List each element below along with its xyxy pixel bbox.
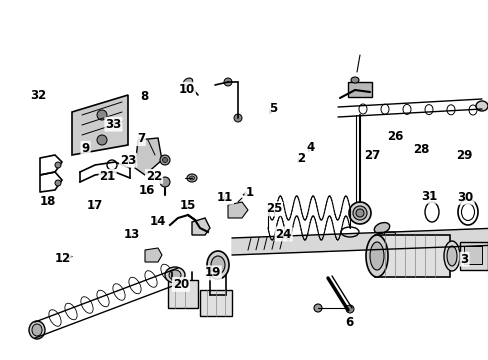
Ellipse shape bbox=[475, 101, 487, 111]
Polygon shape bbox=[145, 248, 162, 262]
Polygon shape bbox=[135, 138, 162, 175]
Ellipse shape bbox=[355, 209, 363, 217]
Polygon shape bbox=[381, 232, 397, 245]
Text: 2: 2 bbox=[296, 152, 304, 165]
Text: 6: 6 bbox=[345, 316, 353, 329]
Text: 28: 28 bbox=[412, 143, 429, 156]
Text: 17: 17 bbox=[86, 199, 102, 212]
Ellipse shape bbox=[186, 174, 197, 182]
Circle shape bbox=[55, 180, 61, 186]
Bar bbox=[459, 242, 487, 270]
Text: 24: 24 bbox=[275, 228, 291, 240]
Text: 3: 3 bbox=[460, 253, 468, 266]
Circle shape bbox=[160, 177, 170, 187]
Polygon shape bbox=[192, 218, 209, 235]
Ellipse shape bbox=[189, 176, 194, 180]
Text: 31: 31 bbox=[420, 190, 437, 203]
Ellipse shape bbox=[350, 77, 358, 83]
Circle shape bbox=[346, 305, 353, 313]
Ellipse shape bbox=[183, 78, 192, 86]
Text: 8: 8 bbox=[140, 90, 148, 103]
Text: 15: 15 bbox=[180, 199, 196, 212]
Text: 18: 18 bbox=[40, 195, 56, 208]
Text: 4: 4 bbox=[306, 141, 314, 154]
Text: 12: 12 bbox=[54, 252, 71, 265]
Ellipse shape bbox=[32, 324, 42, 336]
Text: 16: 16 bbox=[138, 184, 155, 197]
Text: 23: 23 bbox=[120, 154, 136, 167]
Circle shape bbox=[97, 110, 107, 120]
Text: 11: 11 bbox=[216, 191, 233, 204]
Polygon shape bbox=[231, 228, 488, 255]
Ellipse shape bbox=[29, 321, 45, 339]
Text: 19: 19 bbox=[204, 266, 221, 279]
Text: 30: 30 bbox=[456, 191, 473, 204]
Bar bbox=[374, 235, 449, 277]
Text: 1: 1 bbox=[245, 186, 253, 199]
Text: 10: 10 bbox=[178, 83, 195, 96]
Text: 26: 26 bbox=[386, 130, 403, 143]
Polygon shape bbox=[227, 202, 247, 218]
Text: 21: 21 bbox=[99, 170, 116, 183]
Ellipse shape bbox=[443, 241, 459, 271]
Text: 20: 20 bbox=[172, 278, 189, 291]
Ellipse shape bbox=[348, 202, 370, 224]
Bar bbox=[168, 280, 198, 308]
Ellipse shape bbox=[169, 270, 181, 280]
Text: 9: 9 bbox=[81, 142, 89, 155]
Bar bbox=[347, 82, 371, 97]
Text: 7: 7 bbox=[137, 132, 144, 145]
Text: 25: 25 bbox=[265, 202, 282, 215]
Text: 27: 27 bbox=[364, 149, 380, 162]
Text: 5: 5 bbox=[268, 102, 276, 114]
Ellipse shape bbox=[210, 256, 224, 274]
Circle shape bbox=[160, 155, 170, 165]
Text: 32: 32 bbox=[30, 89, 46, 102]
Bar bbox=[463, 246, 481, 264]
Circle shape bbox=[97, 135, 107, 145]
Text: 14: 14 bbox=[149, 215, 165, 228]
Text: 22: 22 bbox=[145, 170, 162, 183]
Ellipse shape bbox=[365, 235, 387, 277]
Bar bbox=[200, 290, 231, 316]
Circle shape bbox=[224, 78, 231, 86]
Ellipse shape bbox=[446, 246, 456, 266]
Ellipse shape bbox=[373, 222, 389, 233]
Text: 29: 29 bbox=[455, 149, 472, 162]
Ellipse shape bbox=[164, 267, 184, 283]
Text: 13: 13 bbox=[123, 228, 140, 240]
Ellipse shape bbox=[369, 242, 383, 270]
Text: 33: 33 bbox=[105, 118, 122, 131]
Ellipse shape bbox=[206, 251, 228, 279]
Polygon shape bbox=[72, 95, 128, 155]
Circle shape bbox=[234, 114, 242, 122]
Circle shape bbox=[162, 158, 167, 162]
Circle shape bbox=[55, 162, 61, 168]
Circle shape bbox=[313, 304, 321, 312]
Ellipse shape bbox=[352, 206, 366, 220]
